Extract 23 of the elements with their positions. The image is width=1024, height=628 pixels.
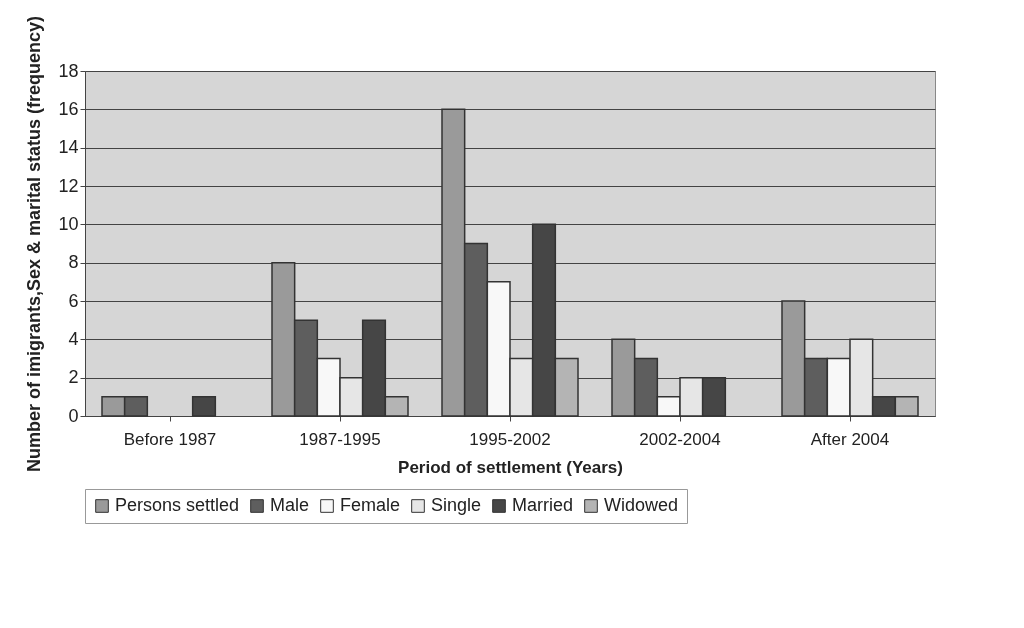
y-tick-label: 4 — [68, 328, 79, 349]
y-axis-title: Number of imigrants,Sex & marital status (frequency) — [24, 15, 45, 473]
x-axis-title: Period of settlement (Years) — [398, 457, 623, 477]
legend-label: Married — [512, 495, 574, 515]
y-tick-label: 16 — [58, 98, 79, 119]
y-tick-label: 2 — [68, 367, 79, 388]
y-tick-label: 8 — [68, 252, 79, 273]
x-tick-label: Before 1987 — [123, 429, 217, 449]
y-tick-label: 14 — [58, 137, 79, 158]
legend-label: Persons settled — [115, 495, 240, 515]
legend-label: Male — [270, 495, 310, 515]
y-tick-label: 0 — [68, 405, 79, 426]
x-tick-label: 1995-2002 — [469, 429, 551, 449]
y-tick-label: 12 — [58, 175, 79, 196]
y-tick-label: 18 — [58, 60, 79, 81]
legend-label: Widowed — [604, 495, 679, 515]
y-tick-label: 10 — [58, 213, 79, 234]
legend-label: Single — [431, 495, 482, 515]
x-tick-label: After 2004 — [810, 429, 890, 449]
legend-label: Female — [340, 495, 401, 515]
y-tick-label: 6 — [68, 290, 79, 311]
x-tick-label: 2002-2004 — [639, 429, 721, 449]
x-tick-label: 1987-1995 — [299, 429, 381, 449]
